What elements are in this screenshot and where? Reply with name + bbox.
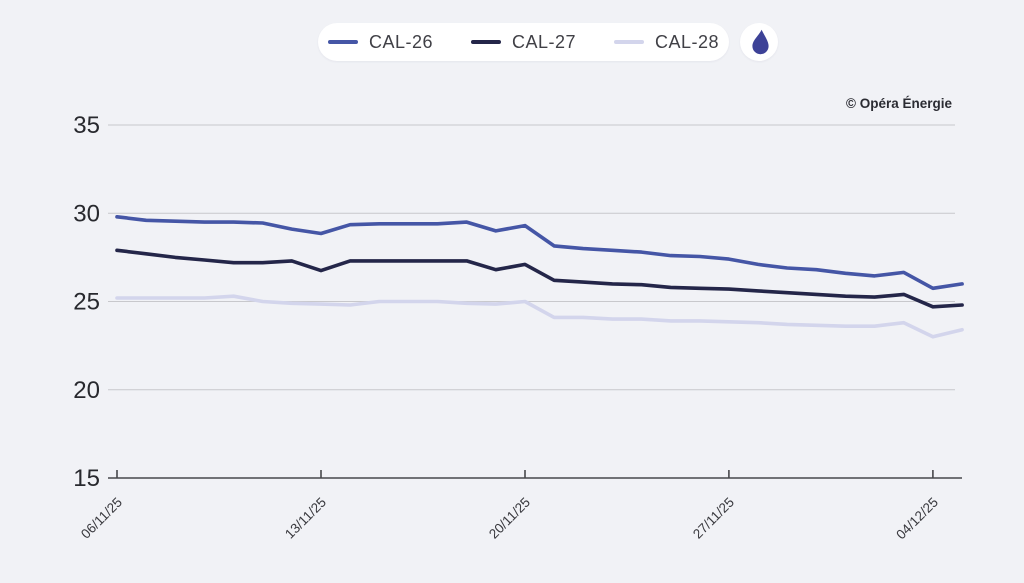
copyright-text: © Opéra Énergie [846,96,952,111]
legend-item-cal-26[interactable]: CAL-26 [327,32,433,52]
cal-26-line-swatch-icon [327,40,358,44]
cal-28-line-swatch-icon [614,40,645,44]
svg-text:04/12/25: 04/12/25 [893,495,941,543]
svg-text:13/11/25: 13/11/25 [282,495,329,542]
legend: CAL-26 CAL-27 CAL-28 [318,23,778,61]
svg-text:15: 15 [73,465,100,492]
legend-item-cal-27[interactable]: CAL-27 [470,32,577,52]
svg-text:35: 35 [73,112,100,139]
svg-text:30: 30 [73,200,100,227]
cal-27-line-swatch-icon [470,40,501,44]
legend-label-cal-27: CAL-27 [511,32,577,52]
gas-badge [740,23,778,61]
legend-pill: CAL-26 CAL-27 CAL-28 [318,23,729,61]
svg-text:20/11/25: 20/11/25 [486,495,533,542]
svg-text:06/11/25: 06/11/25 [78,495,125,542]
svg-text:27/11/25: 27/11/25 [690,495,737,542]
legend-label-cal-28: CAL-28 [655,32,720,52]
flame-icon [752,29,769,55]
legend-item-cal-28[interactable]: CAL-28 [614,33,719,51]
svg-text:20: 20 [73,377,100,404]
legend-label-cal-26: CAL-26 [368,32,433,52]
svg-text:25: 25 [73,289,100,316]
